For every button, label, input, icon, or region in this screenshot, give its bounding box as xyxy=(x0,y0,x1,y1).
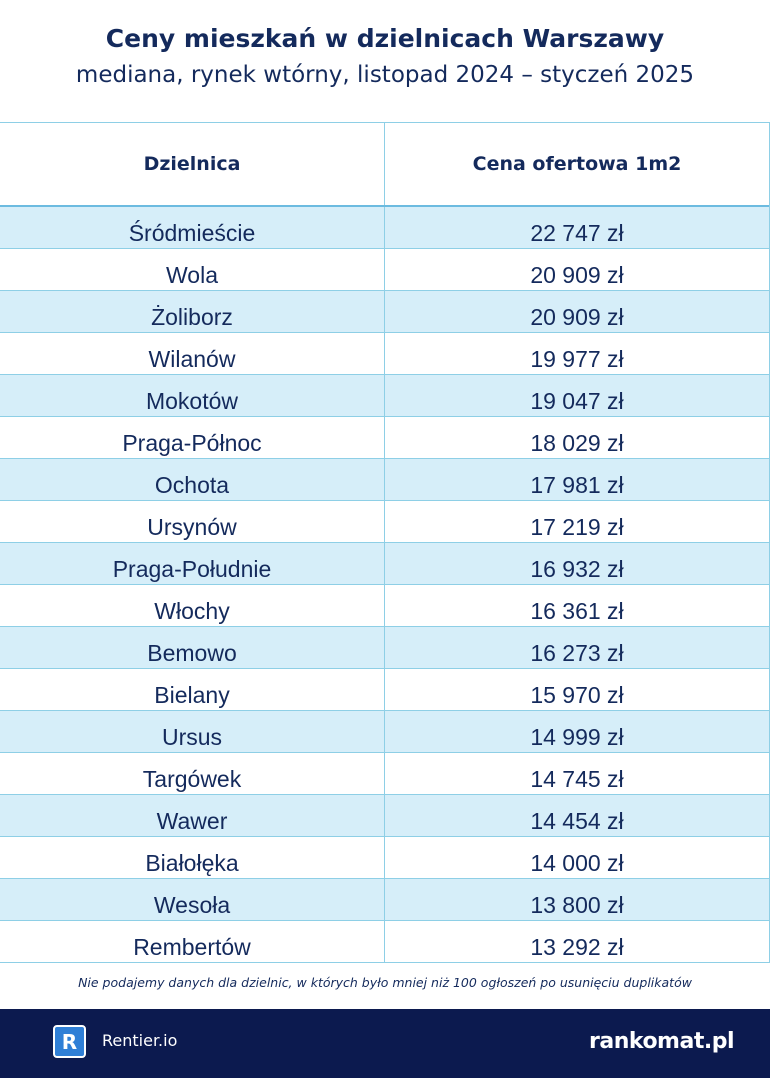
rentier-brand: Rentier.io xyxy=(102,1031,178,1050)
price-cell: 15 970 zł xyxy=(530,682,624,708)
price-cell: 16 273 zł xyxy=(530,640,624,666)
table-body: Śródmieście 22 747 zł Wola 20 909 zł Żolibor… xyxy=(0,207,769,963)
table-row: Białołęka 14 000 zł xyxy=(0,837,769,879)
price-cell: 18 029 zł xyxy=(530,430,624,456)
page-title: Ceny mieszkań w dzielnicach Warszawy xyxy=(105,24,665,53)
column-header-price: Cena ofertowa 1m2 xyxy=(472,153,682,175)
price-cell: 17 219 zł xyxy=(530,514,624,540)
price-cell: 16 932 zł xyxy=(530,556,624,582)
footer-bar: R Rentier.io rankomat.pl xyxy=(0,1009,770,1078)
table-row: Rembertów 13 292 zł xyxy=(0,921,769,963)
price-cell: 14 999 zł xyxy=(530,724,624,750)
price-cell: 19 047 zł xyxy=(530,388,624,414)
table-row: Wawer 14 454 zł xyxy=(0,795,769,837)
table-row: Praga-Południe 16 932 zł xyxy=(0,543,769,585)
price-cell: 13 292 zł xyxy=(530,934,624,960)
table-row: Targówek 14 745 zł xyxy=(0,753,769,795)
price-cell: 14 454 zł xyxy=(530,808,624,834)
table-row: Ursus 14 999 zł xyxy=(0,711,769,753)
district-cell: Rembertów xyxy=(0,921,385,962)
district-cell: Ursynów xyxy=(0,501,385,542)
price-cell: 17 981 zł xyxy=(530,472,624,498)
district-cell: Ochota xyxy=(0,459,385,500)
table-row: Włochy 16 361 zł xyxy=(0,585,769,627)
table-row: Wola 20 909 zł xyxy=(0,249,769,291)
price-cell: 14 000 zł xyxy=(530,850,624,876)
footnote: Nie podajemy danych dla dzielnic, w któr… xyxy=(78,975,692,990)
table-row: Bielany 15 970 zł xyxy=(0,669,769,711)
district-cell: Wilanów xyxy=(0,333,385,374)
price-cell: 13 800 zł xyxy=(530,892,624,918)
district-cell: Śródmieście xyxy=(0,207,385,248)
price-cell: 14 745 zł xyxy=(530,766,624,792)
district-cell: Targówek xyxy=(0,753,385,794)
price-cell: 20 909 zł xyxy=(530,304,624,330)
table-row: Żoliborz 20 909 zł xyxy=(0,291,769,333)
table-row: Ursynów 17 219 zł xyxy=(0,501,769,543)
district-cell: Praga-Północ xyxy=(0,417,385,458)
table-row: Wilanów 19 977 zł xyxy=(0,333,769,375)
district-cell: Żoliborz xyxy=(0,291,385,332)
district-cell: Ursus xyxy=(0,711,385,752)
district-cell: Wawer xyxy=(0,795,385,836)
page-subtitle: mediana, rynek wtórny, listopad 2024 – s… xyxy=(75,62,695,88)
table-row: Mokotów 19 047 zł xyxy=(0,375,769,417)
district-cell: Bielany xyxy=(0,669,385,710)
district-cell: Bemowo xyxy=(0,627,385,668)
table-row: Śródmieście 22 747 zł xyxy=(0,207,769,249)
price-cell: 20 909 zł xyxy=(530,262,624,288)
price-table: Dzielnica Cena ofertowa 1m2 Śródmieście 2… xyxy=(0,122,770,963)
rankomat-logo: rankomat.pl xyxy=(589,1029,734,1054)
table-row: Praga-Północ 18 029 zł xyxy=(0,417,769,459)
table-row: Bemowo 16 273 zł xyxy=(0,627,769,669)
table-row: Ochota 17 981 zł xyxy=(0,459,769,501)
district-cell: Wesoła xyxy=(0,879,385,920)
rentier-logo-icon: R xyxy=(53,1025,86,1058)
price-cell: 16 361 zł xyxy=(530,598,624,624)
district-cell: Białołęka xyxy=(0,837,385,878)
price-cell: 19 977 zł xyxy=(530,346,624,372)
district-cell: Praga-Południe xyxy=(0,543,385,584)
district-cell: Włochy xyxy=(0,585,385,626)
table-header: Dzielnica Cena ofertowa 1m2 xyxy=(0,122,769,207)
table-row: Wesoła 13 800 zł xyxy=(0,879,769,921)
price-cell: 22 747 zł xyxy=(530,220,624,246)
district-cell: Wola xyxy=(0,249,385,290)
district-cell: Mokotów xyxy=(0,375,385,416)
column-header-district: Dzielnica xyxy=(0,123,385,205)
